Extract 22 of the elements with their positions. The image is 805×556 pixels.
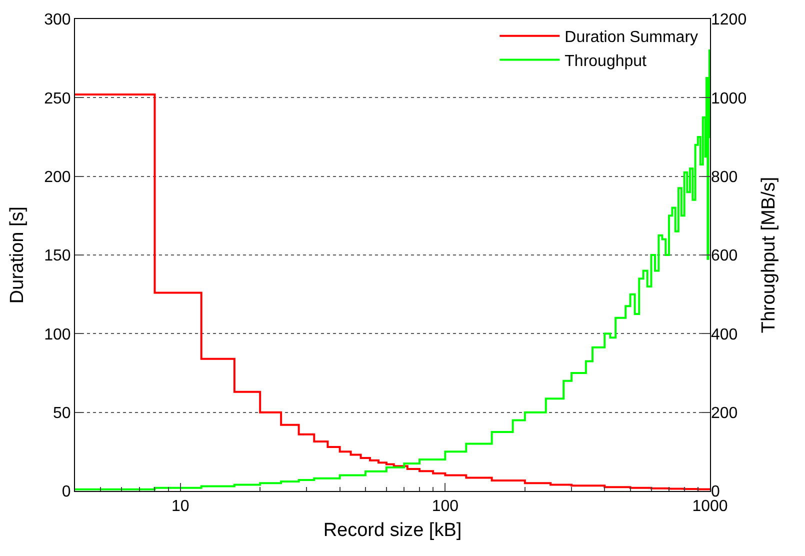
y-tick-label: 0 [62,484,71,501]
y2-tick-label: 1200 [711,12,747,29]
y-tick-label: 50 [53,404,71,422]
legend-label: Duration Summary [564,29,698,46]
y2-tick-label: 600 [711,248,738,265]
y2-tick-label: 800 [711,168,738,186]
x-tick-label: 100 [432,498,459,516]
x-tick-label: 1000 [692,498,728,516]
y2-tick-label: 200 [711,404,738,422]
y-axis-title: Duration [s] [6,206,28,304]
y2-tick-label: 0 [711,484,720,501]
y2-tick-label: 400 [711,326,738,344]
legend-label: Throughput [564,52,648,70]
y-tick-label: 200 [44,168,71,186]
y-tick-label: 150 [44,248,71,265]
x-tick-label: 10 [171,498,190,516]
y-tick-label: 100 [44,326,71,344]
x-axis-title: Record size [kB] [323,520,462,541]
y-tick-label: 300 [44,12,71,29]
y2-tick-label: 1000 [711,90,747,108]
y2-axis-title: Throughput [MB/s] [758,176,780,334]
y-tick-label: 250 [44,90,71,108]
